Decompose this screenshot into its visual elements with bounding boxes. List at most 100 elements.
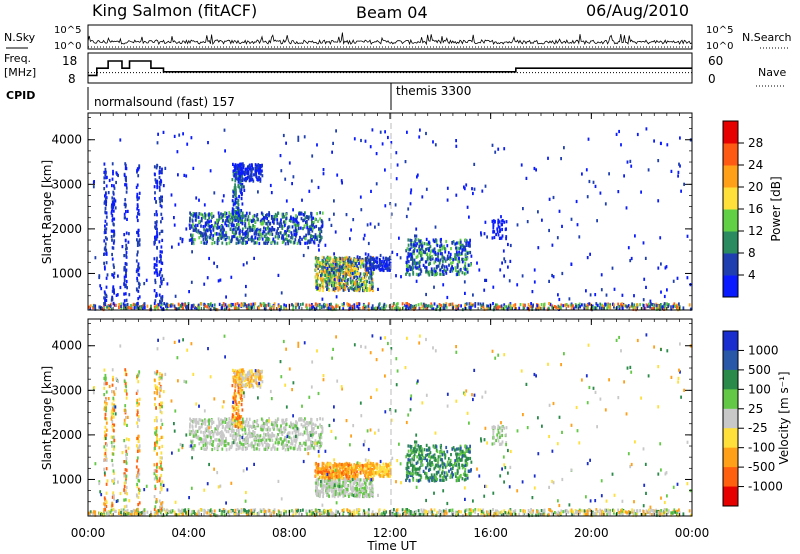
scatter-cell <box>128 293 131 297</box>
scatter-cell <box>439 252 442 256</box>
scatter-cell <box>202 234 205 238</box>
scatter-cell <box>104 412 107 416</box>
scatter-cell <box>352 305 355 309</box>
scatter-cell <box>362 288 364 293</box>
scatter-cell <box>379 307 382 311</box>
noise-panel-frame <box>87 24 693 50</box>
scatter-cell <box>118 303 121 307</box>
scatter-cell <box>303 235 305 239</box>
scatter-cell <box>523 510 526 514</box>
scatter-cell <box>318 227 320 231</box>
scatter-cell <box>129 304 132 308</box>
scatter-cell <box>171 303 174 307</box>
scatter-cell <box>369 276 371 280</box>
scatter-cell <box>111 463 114 467</box>
scatter-cell <box>425 303 427 308</box>
scatter-cell <box>123 510 126 514</box>
scatter-cell <box>281 225 283 229</box>
scatter-cell <box>231 209 234 214</box>
scatter-cell <box>435 513 437 517</box>
scatter-cell <box>646 510 649 514</box>
scatter-cell <box>267 237 270 241</box>
scatter-cell <box>105 276 108 280</box>
scatter-cell <box>458 272 460 276</box>
scatter-cell <box>113 288 115 292</box>
scatter-cell <box>448 263 450 267</box>
scatter-cell <box>238 212 241 216</box>
scatter-cell <box>505 511 508 515</box>
scatter-cell <box>239 228 241 232</box>
scatter-cell <box>265 232 268 236</box>
scatter-cell <box>323 268 326 272</box>
scatter-cell <box>522 512 525 516</box>
scatter-cell <box>333 286 336 290</box>
scatter-cell <box>221 199 224 203</box>
scatter-cell <box>156 256 158 260</box>
scatter-cell <box>411 254 413 258</box>
scatter-cell <box>354 281 357 285</box>
scatter-cell <box>604 302 606 306</box>
scatter-cell <box>159 456 162 460</box>
scatter-cell <box>225 211 228 215</box>
scatter-cell <box>465 513 468 517</box>
scatter-cell <box>136 459 139 463</box>
scatter-cell <box>159 203 162 207</box>
scatter-cell <box>111 414 114 418</box>
scatter-cell <box>216 219 218 223</box>
scatter-cell <box>381 260 383 264</box>
scatter-cell <box>570 262 573 266</box>
scatter-cell <box>391 307 393 311</box>
scatter-cell <box>240 167 242 171</box>
scatter-cell <box>125 416 127 420</box>
scatter-cell <box>474 510 477 514</box>
scatter-cell <box>210 224 212 228</box>
scatter-cell <box>261 169 263 173</box>
scatter-cell <box>504 511 507 515</box>
scatter-cell <box>335 129 337 133</box>
scatter-cell <box>446 254 449 258</box>
scatter-cell <box>410 252 413 256</box>
scatter-cell <box>412 266 415 270</box>
scatter-cell <box>186 304 189 309</box>
scatter-cell <box>686 276 689 280</box>
scatter-cell <box>121 245 124 249</box>
scatter-cell <box>378 508 381 512</box>
scatter-cell <box>295 232 297 236</box>
scatter-cell <box>222 194 225 198</box>
scatter-cell <box>460 246 462 250</box>
scatter-cell <box>296 221 299 225</box>
scatter-cell <box>352 218 355 222</box>
scatter-cell <box>358 277 360 281</box>
scatter-cell <box>259 166 261 170</box>
scatter-cell <box>627 510 630 514</box>
scatter-cell <box>234 212 236 216</box>
scatter-cell <box>328 270 331 275</box>
scatter-cell <box>237 222 240 226</box>
scatter-cell <box>310 218 313 222</box>
scatter-cell <box>136 183 139 187</box>
scatter-cell <box>243 302 245 306</box>
scatter-cell <box>611 266 614 270</box>
scatter-cell <box>183 303 186 307</box>
scatter-cell <box>209 307 212 311</box>
scatter-cell <box>419 512 422 517</box>
scatter-cell <box>600 288 603 292</box>
scatter-cell <box>253 256 255 260</box>
scatter-cell <box>155 200 157 204</box>
scatter-cell <box>643 277 646 281</box>
scatter-cell <box>278 510 281 514</box>
scatter-cell <box>562 304 565 308</box>
scatter-cell <box>441 263 444 267</box>
scatter-cell <box>415 244 418 248</box>
scatter-cell <box>308 232 311 236</box>
scatter-cell <box>551 511 554 516</box>
scatter-cell <box>137 241 140 245</box>
scatter-cell <box>155 500 157 504</box>
scatter-cell <box>527 509 530 513</box>
freq-left-tick-low: 8 <box>68 72 76 86</box>
scatter-cell <box>347 287 350 291</box>
scatter-cell <box>137 289 140 293</box>
scatter-cell <box>627 304 630 308</box>
scatter-cell <box>175 307 178 311</box>
scatter-cell <box>415 266 418 270</box>
